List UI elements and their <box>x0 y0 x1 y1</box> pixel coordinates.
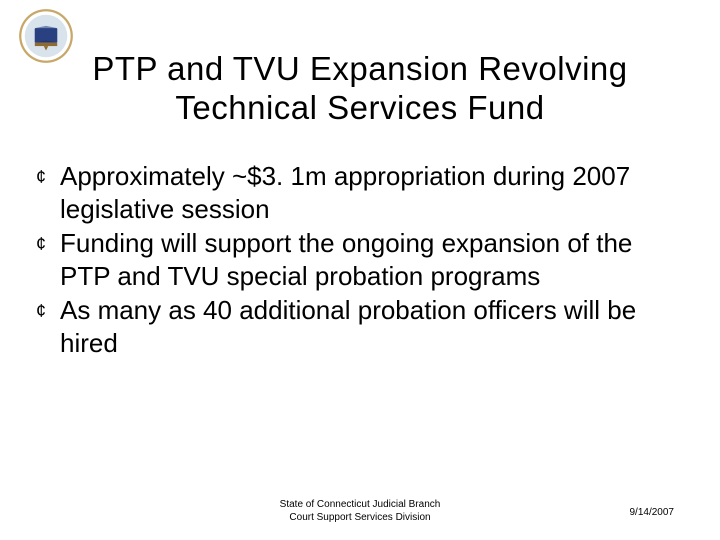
bullet-list: ¢ Approximately ~$3. 1m appropriation du… <box>34 160 688 361</box>
bullet-text: Approximately ~$3. 1m appropriation duri… <box>60 160 688 225</box>
list-item: ¢ Approximately ~$3. 1m appropriation du… <box>34 160 688 225</box>
footer-org-line2: Court Support Services Division <box>0 512 720 525</box>
list-item: ¢ Funding will support the ongoing expan… <box>34 227 688 292</box>
bullet-marker-icon: ¢ <box>34 294 60 328</box>
footer-date: 9/14/2007 <box>630 507 675 518</box>
footer-org: State of Connecticut Judicial Branch Cou… <box>0 499 720 524</box>
bullet-marker-icon: ¢ <box>34 227 60 261</box>
bullet-marker-icon: ¢ <box>34 160 60 194</box>
list-item: ¢ As many as 40 additional probation off… <box>34 294 688 359</box>
slide-title: PTP and TVU Expansion Revolving Technica… <box>40 50 680 128</box>
bullet-text: Funding will support the ongoing expansi… <box>60 227 688 292</box>
bullet-text: As many as 40 additional probation offic… <box>60 294 688 359</box>
footer-org-line1: State of Connecticut Judicial Branch <box>0 499 720 512</box>
